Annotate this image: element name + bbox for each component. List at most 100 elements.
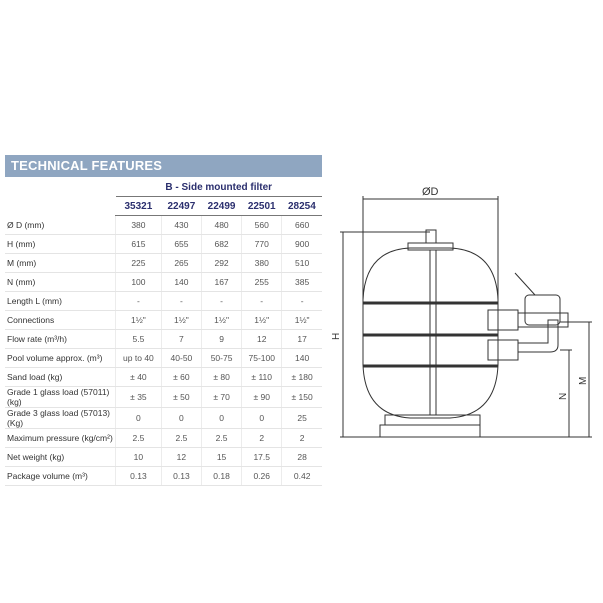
- row-label: Ø D (mm): [5, 215, 116, 235]
- cell-value: ± 180: [281, 367, 322, 387]
- cell-value: 7: [160, 329, 202, 349]
- cell-value: -: [281, 291, 322, 311]
- table-row: Flow rate (m³/h) 5.5 7 9 12 17: [5, 329, 322, 349]
- table-row: M (mm) 225 265 292 380 510: [5, 253, 322, 273]
- cell-value: 140: [281, 348, 322, 368]
- cell-value: 40-50: [160, 348, 202, 368]
- cell-value: 900: [281, 234, 322, 254]
- cell-value: 430: [160, 215, 202, 235]
- cell-value: 1½": [160, 310, 202, 330]
- table-row: Package volume (m³) 0.13 0.13 0.18 0.26 0.42: [5, 466, 322, 486]
- cell-value: 510: [281, 253, 322, 273]
- cell-value: 0: [160, 407, 202, 429]
- table-row: H (mm) 615 655 682 770 900: [5, 234, 322, 254]
- cell-value: 12: [160, 447, 202, 467]
- row-label: Length L (mm): [5, 291, 116, 311]
- cell-value: 0.13: [160, 466, 202, 486]
- model-code: 22501: [241, 196, 282, 216]
- cell-value: 0.13: [115, 466, 162, 486]
- cell-value: ± 150: [281, 386, 322, 408]
- cell-value: 225: [115, 253, 162, 273]
- cell-value: 1½": [281, 310, 322, 330]
- row-label: H (mm): [5, 234, 116, 254]
- cell-value: 100: [115, 272, 162, 292]
- cell-value: ± 60: [160, 367, 202, 387]
- cell-value: 0: [241, 407, 282, 429]
- cell-value: 385: [281, 272, 322, 292]
- row-label: N (mm): [5, 272, 116, 292]
- cell-value: -: [115, 291, 162, 311]
- model-code: 35321: [115, 196, 162, 216]
- cell-value: 5.5: [115, 329, 162, 349]
- cell-value: 2.5: [160, 428, 202, 448]
- filter-diagram: ØD H M N: [331, 186, 592, 438]
- table-row: Ø D (mm) 380 430 480 560 660: [5, 215, 322, 235]
- cell-value: -: [200, 291, 242, 311]
- cell-value: 167: [200, 272, 242, 292]
- cell-value: 655: [160, 234, 202, 254]
- cell-value: 0: [115, 407, 162, 429]
- cell-value: 380: [115, 215, 162, 235]
- cell-value: ± 90: [241, 386, 282, 408]
- table-row: Maximum pressure (kg/cm²) 2.5 2.5 2.5 2 2: [5, 428, 322, 448]
- group-header: B - Side mounted filter: [115, 178, 322, 197]
- cell-value: ± 35: [115, 386, 162, 408]
- model-code: 22499: [201, 196, 242, 216]
- row-label: Net weight (kg): [5, 447, 116, 467]
- table-row: Pool volume approx. (m³) up to 40 40-50 50-…: [5, 348, 322, 368]
- cell-value: 12: [241, 329, 282, 349]
- table-row: Grade 3 glass load (57013) (Kg) 0 0 0 0 25: [5, 407, 322, 429]
- cell-value: 1½": [241, 310, 282, 330]
- table-row: Sand load (kg) ± 40 ± 60 ± 80 ± 110 ± 180: [5, 367, 322, 387]
- cell-value: 255: [241, 272, 282, 292]
- cell-value: ± 80: [200, 367, 242, 387]
- cell-value: 292: [200, 253, 242, 273]
- cell-value: 380: [241, 253, 282, 273]
- cell-value: 17.5: [241, 447, 282, 467]
- h-label: H: [331, 333, 342, 340]
- cell-value: 660: [281, 215, 322, 235]
- cell-value: 25: [281, 407, 322, 429]
- row-label: Sand load (kg): [5, 367, 116, 387]
- cell-value: 17: [281, 329, 322, 349]
- table-row: Net weight (kg) 10 12 15 17.5 28: [5, 447, 322, 467]
- d-label: ØD: [422, 186, 439, 198]
- row-label: Grade 1 glass load (57011) (kg): [5, 386, 116, 408]
- n-label: N: [558, 393, 569, 400]
- cell-value: 10: [115, 447, 162, 467]
- cell-value: 2.5: [200, 428, 242, 448]
- row-label: M (mm): [5, 253, 116, 273]
- cell-value: -: [160, 291, 202, 311]
- table-row: Length L (mm) - - - - -: [5, 291, 322, 311]
- cell-value: 50-75: [200, 348, 242, 368]
- row-label: Package volume (m³): [5, 466, 116, 486]
- row-label: Flow rate (m³/h): [5, 329, 116, 349]
- row-label: Connections: [5, 310, 116, 330]
- cell-value: ± 50: [160, 386, 202, 408]
- cell-value: 140: [160, 272, 202, 292]
- cell-value: ± 40: [115, 367, 162, 387]
- table-row: Connections 1½" 1½" 1½" 1½" 1½": [5, 310, 322, 330]
- cell-value: 2.5: [115, 428, 162, 448]
- table-row: Grade 1 glass load (57011) (kg) ± 35 ± 50 ±…: [5, 386, 322, 408]
- cell-value: 1½": [115, 310, 162, 330]
- cell-value: 2: [241, 428, 282, 448]
- model-code: 28254: [281, 196, 322, 216]
- cell-value: 682: [200, 234, 242, 254]
- cell-value: 0.26: [241, 466, 282, 486]
- cell-value: 15: [200, 447, 242, 467]
- cell-value: 770: [241, 234, 282, 254]
- cell-value: 1½": [200, 310, 242, 330]
- section-title: TECHNICAL FEATURES: [5, 155, 322, 177]
- cell-value: 0.18: [200, 466, 242, 486]
- m-label: M: [578, 377, 589, 385]
- cell-value: 560: [241, 215, 282, 235]
- row-label: Maximum pressure (kg/cm²): [5, 428, 116, 448]
- row-label: Pool volume approx. (m³): [5, 348, 116, 368]
- cell-value: 480: [200, 215, 242, 235]
- cell-value: 265: [160, 253, 202, 273]
- cell-value: 0: [200, 407, 242, 429]
- model-code: 22497: [161, 196, 202, 216]
- technical-features-table: B - Side mounted filter 35321 22497 22499 2…: [5, 178, 322, 486]
- table-row: N (mm) 100 140 167 255 385: [5, 272, 322, 292]
